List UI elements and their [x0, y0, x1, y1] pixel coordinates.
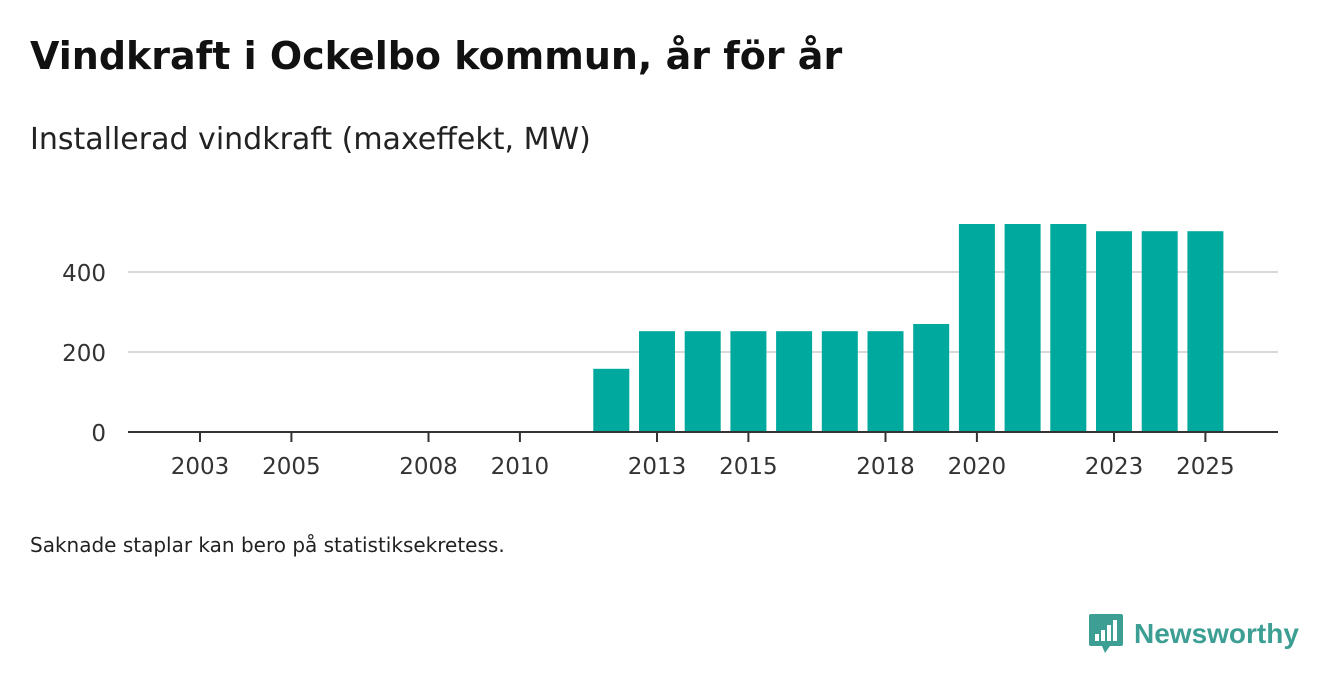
- x-tick-label-2010: 2010: [491, 454, 550, 480]
- x-ticks-layer: 2003 2005 2008 2010 2013 2015 2018 2020 2023 2025: [171, 432, 1235, 480]
- bar-2022[interactable]: [1050, 224, 1087, 432]
- bar-2019[interactable]: [913, 324, 950, 432]
- chart-title: Vindkraft i Ockelbo kommun, år för år: [30, 34, 843, 78]
- x-tick-label-2015: 2015: [719, 454, 778, 480]
- bar-2018[interactable]: [867, 331, 904, 432]
- bar-2021[interactable]: [1004, 224, 1041, 432]
- bar-2025[interactable]: [1187, 231, 1224, 432]
- x-tick-label-2003: 2003: [171, 454, 230, 480]
- bar-2016[interactable]: [776, 331, 813, 432]
- chart-subtitle: Installerad vindkraft (maxeffekt, MW): [30, 122, 591, 157]
- x-tick-label-2018: 2018: [856, 454, 915, 480]
- brand-name: Newsworthy: [1134, 618, 1299, 649]
- x-tick-label-2008: 2008: [399, 454, 458, 480]
- y-tick-label-400: 400: [62, 261, 106, 287]
- y-labels-layer: 0 200 400: [62, 261, 106, 447]
- bar-2017[interactable]: [821, 331, 858, 432]
- y-tick-label-200: 200: [62, 341, 106, 367]
- bars-layer: [593, 224, 1224, 432]
- bar-2012[interactable]: [593, 368, 630, 432]
- footnote: Saknade staplar kan bero på statistiksek…: [30, 533, 505, 557]
- x-tick-label-2005: 2005: [262, 454, 321, 480]
- bar-2015[interactable]: [730, 331, 767, 432]
- newsworthy-logo-icon: [1089, 614, 1123, 653]
- bar-2020[interactable]: [958, 224, 995, 432]
- y-tick-label-0: 0: [91, 421, 106, 447]
- bar-2024[interactable]: [1141, 231, 1178, 432]
- x-tick-label-2025: 2025: [1176, 454, 1235, 480]
- bar-2023[interactable]: [1096, 231, 1132, 432]
- x-tick-label-2023: 2023: [1085, 454, 1144, 480]
- x-tick-label-2013: 2013: [628, 454, 687, 480]
- bar-2014[interactable]: [684, 331, 721, 432]
- x-tick-label-2020: 2020: [948, 454, 1007, 480]
- bar-2013[interactable]: [639, 331, 675, 432]
- brand-logo[interactable]: Newsworthy: [1088, 612, 1299, 656]
